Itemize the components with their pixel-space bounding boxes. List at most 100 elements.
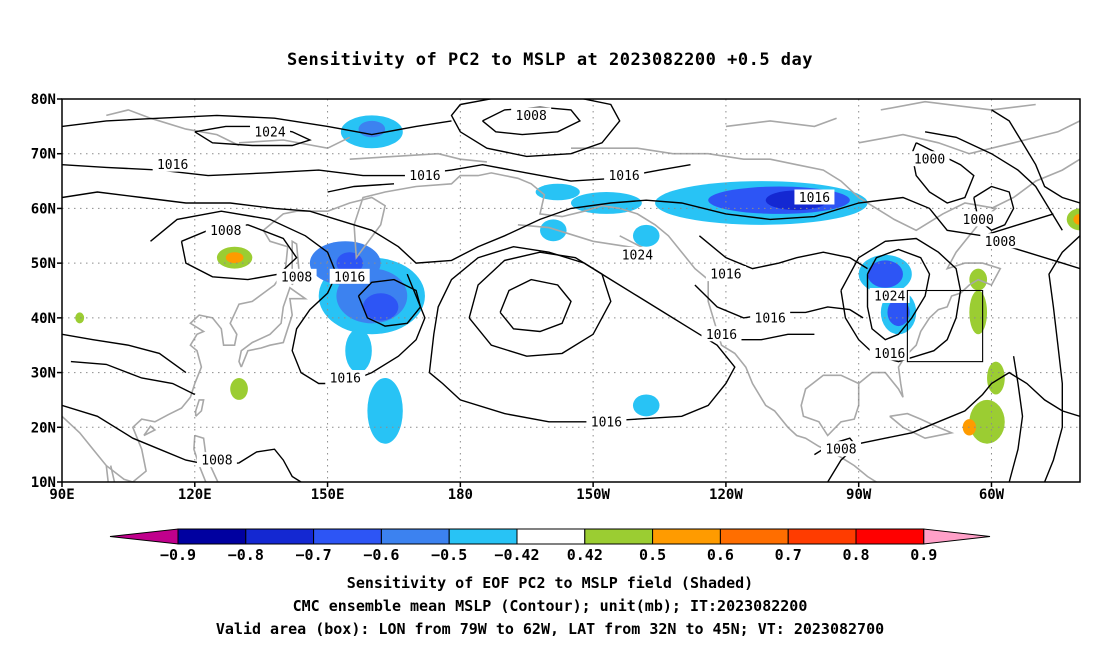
contour-label-bg [750, 309, 791, 325]
colorbar-segment [855, 528, 925, 545]
shading-blob [75, 312, 85, 324]
coastline [143, 425, 157, 437]
lon-tick-label: 180 [448, 487, 473, 503]
contour-label: 1008 [825, 443, 856, 458]
contour-label: 1016 [799, 191, 830, 206]
mslp-isobar [840, 237, 962, 363]
colorbar-segment [448, 528, 518, 545]
contour-label: 1016 [755, 311, 786, 326]
contour-label-bg [276, 268, 317, 284]
coastline [193, 434, 219, 482]
mslp-isobar [694, 284, 864, 319]
contour-label-bg [820, 441, 861, 457]
colorbar-segment [719, 528, 789, 545]
colorbar-segment [516, 528, 586, 545]
coastline [889, 412, 955, 440]
mslp-isobar [827, 371, 1080, 482]
lat-tick-label: 80N [31, 92, 56, 108]
contour-label: 1008 [281, 270, 312, 285]
shading-blob [969, 399, 1005, 444]
contour-label: 1008 [201, 454, 232, 469]
contour-label-bg [250, 123, 291, 139]
colorbar-segment [380, 528, 450, 545]
lon-tick-label: 90E [49, 487, 74, 503]
contour-label-bg [958, 211, 999, 227]
lat-tick-label: 20N [31, 420, 56, 436]
mslp-isobar [1043, 235, 1080, 482]
contour-label: 1008 [985, 235, 1016, 250]
lon-tick-label: 90W [846, 487, 872, 503]
contour-label: 1024 [254, 125, 285, 140]
shading-blob [867, 260, 903, 288]
colorbar-label: −0.8 [228, 546, 264, 564]
coastline [194, 399, 205, 417]
contour-label-bg [196, 452, 237, 468]
lon-tick-label: 150E [311, 487, 345, 503]
colorbar-label: 0.7 [775, 546, 802, 564]
colorbar-label: 0.8 [842, 546, 869, 564]
colorbar-label: −0.6 [363, 546, 399, 564]
contour-label-bg [404, 167, 445, 183]
contour-label: 1008 [210, 224, 241, 239]
mslp-isobar [70, 360, 196, 396]
colorbar-label: −0.42 [494, 546, 539, 564]
contour-label: 1016 [706, 328, 737, 343]
shading-blob [1073, 213, 1080, 225]
contour-label: 1016 [710, 268, 741, 283]
shading-blob [540, 219, 567, 242]
shading-blob [225, 252, 244, 264]
colorbar: −0.9 −0.8 −0.7 −0.6 −0.5 −0.42 0.42 0.5 0.6 0.7 0.… [109, 528, 991, 564]
contour-label: 1000 [914, 153, 945, 168]
coastline [349, 152, 487, 163]
coastline [991, 158, 1080, 210]
coastline [238, 136, 351, 150]
mslp-contour-labels: 1008 1024 1016 1016 1016 1016 1000 1000 1008 1008… [152, 107, 1021, 469]
colorbar-left-arrow [109, 528, 179, 545]
contour-label-bg [617, 246, 658, 262]
contour-label: 1016 [874, 347, 905, 362]
shading-blob [345, 328, 372, 373]
colorbar-segment [584, 528, 654, 545]
colorbar-label: 0.9 [910, 546, 937, 564]
colorbar-label: −0.5 [431, 546, 467, 564]
colorbar-segment [245, 528, 315, 545]
map-title: Sensitivity of PC2 to MSLP at 2023082200… [286, 50, 813, 70]
mslp-isobar [991, 109, 1080, 204]
valid-area-rectangle [906, 289, 984, 363]
shading-blob [987, 361, 1005, 395]
contour-label: 1016 [409, 169, 440, 184]
contour-label-bg [980, 233, 1021, 249]
shading-blob [230, 378, 248, 400]
valid-area-box [906, 289, 984, 363]
caption-valid-area: Valid area (box): LON from 79W to 62W, L… [215, 620, 885, 638]
contour-label-bg [511, 107, 552, 123]
caption-shaded: Sensitivity of EOF PC2 to MSLP field (Sh… [346, 574, 754, 592]
mslp-isobar [866, 248, 931, 341]
shading-blob [969, 290, 988, 335]
contour-label-bg [205, 222, 246, 238]
colorbar-segment [787, 528, 857, 545]
mslp-isobar [698, 235, 868, 270]
coastline [800, 374, 860, 437]
mslp-isobar [924, 131, 1063, 231]
contour-label-bg [152, 156, 193, 172]
shading-blob [362, 293, 399, 321]
contour-label: 1024 [622, 248, 653, 263]
contour-label-bg [329, 268, 370, 284]
shading-blob [887, 298, 910, 327]
lat-tick-label: 30N [31, 366, 56, 382]
contour-label: 1024 [874, 289, 905, 304]
colorbar-segment [177, 528, 247, 545]
coastline [106, 109, 240, 147]
colorbar-right-arrow [923, 528, 991, 545]
map-frame [61, 98, 1081, 483]
contour-label-bg [701, 326, 742, 342]
lon-tick-label: 120W [709, 487, 743, 503]
mslp-isobar [499, 278, 572, 333]
mslp-isobar [194, 125, 312, 147]
shading-blob [632, 224, 660, 247]
contour-label: 1008 [516, 109, 547, 124]
colorbar-label: −0.9 [160, 546, 196, 564]
mslp-isobar [468, 251, 612, 357]
